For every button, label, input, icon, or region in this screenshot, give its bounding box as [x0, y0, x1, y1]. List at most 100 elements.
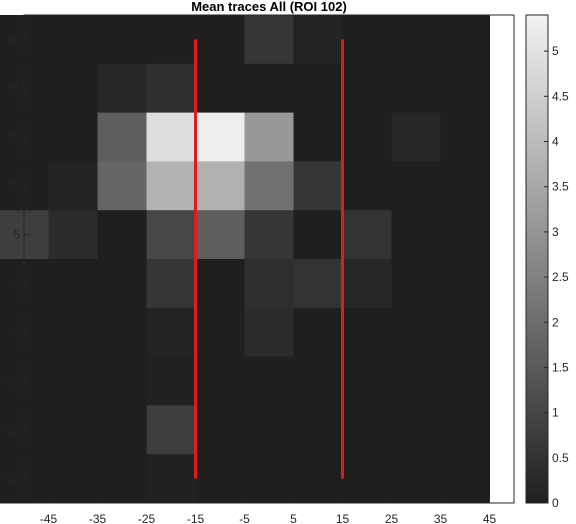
colorbar-tick-label: 0.5 [552, 451, 569, 465]
heatmap-cell [342, 259, 392, 309]
heatmap-cell [195, 405, 245, 455]
heatmap-cell [48, 112, 98, 162]
heatmap-cells [0, 15, 490, 504]
colorbar-tick-label: 2.5 [552, 270, 569, 284]
heatmap-cell [48, 259, 98, 309]
heatmap-cell [146, 259, 196, 309]
heatmap-cell [146, 405, 196, 455]
heatmap-cell [97, 356, 147, 406]
heatmap-cell [195, 454, 245, 504]
heatmap-cell [97, 454, 147, 504]
x-tick-label: -15 [187, 512, 205, 524]
x-tick-label: 45 [483, 512, 497, 524]
heatmap-cell [440, 63, 490, 114]
heatmap-cell [391, 454, 441, 504]
heatmap-cell [293, 454, 343, 504]
y-tick-label: 45 [7, 32, 21, 46]
colorbar-ticks: 0 0.5 1 1.5 2 2.5 3 3.5 4 4.5 5 [544, 44, 569, 510]
heatmap-cell [391, 307, 441, 358]
heatmap-cell [342, 307, 392, 358]
heatmap-cell [244, 356, 294, 406]
heatmap-cell [391, 112, 441, 162]
y-tick-label: 35 [7, 81, 21, 95]
heatmap-cell [293, 63, 343, 114]
heatmap-cell [293, 259, 343, 309]
heatmap-cell [293, 356, 343, 406]
heatmap-cell [440, 454, 490, 504]
heatmap-cell [195, 15, 245, 65]
heatmap-cell [48, 454, 98, 504]
heatmap-cell [48, 63, 98, 114]
x-tick-label: -25 [138, 512, 156, 524]
heatmap-cell [146, 15, 196, 65]
heatmap-cell [97, 161, 147, 211]
heatmap-cell [342, 15, 392, 65]
x-tick-label: -35 [89, 512, 107, 524]
heatmap-cell [48, 210, 98, 260]
heatmap-cell [244, 112, 294, 162]
heatmap-cell [342, 161, 392, 211]
heatmap-cell [244, 210, 294, 260]
heatmap-cell [293, 15, 343, 65]
heatmap-cell [293, 307, 343, 358]
heatmap-cell [146, 210, 196, 260]
heatmap-cell [146, 112, 196, 162]
heatmap-cell [342, 210, 392, 260]
heatmap-cell [440, 307, 490, 358]
heatmap-cell [293, 112, 343, 162]
heatmap-cell [440, 15, 490, 65]
heatmap-cell [391, 15, 441, 65]
heatmap-cell [195, 161, 245, 211]
heatmap-cell [440, 356, 490, 406]
heatmap-cell [97, 405, 147, 455]
colorbar-tick-label: 3.5 [552, 180, 569, 194]
heatmap-cell [391, 259, 441, 309]
heatmap-cell [342, 63, 392, 114]
heatmap-cell [48, 161, 98, 211]
heatmap-cell [440, 112, 490, 162]
heatmap-cell [48, 405, 98, 455]
heatmap-cell [391, 356, 441, 406]
heatmap-cell [244, 15, 294, 65]
heatmap-cell [244, 63, 294, 114]
heatmap-cell [342, 356, 392, 406]
x-tick-label: 35 [434, 512, 448, 524]
heatmap-cell [391, 63, 441, 114]
colorbar [525, 14, 549, 504]
x-tick-label: -45 [40, 512, 58, 524]
colorbar-tick-label: 1 [552, 406, 559, 420]
chart-title: Mean traces All (ROI 102) [191, 0, 347, 14]
colorbar-tick-label: 3 [552, 225, 559, 239]
heatmap-cell [97, 210, 147, 260]
heatmap-cell [244, 307, 294, 358]
heatmap-cell [440, 259, 490, 309]
heatmap-cell [195, 210, 245, 260]
colorbar-tick-label: 4 [552, 135, 559, 149]
heatmap-cell [244, 405, 294, 455]
y-tick-label: -45 [3, 472, 21, 486]
heatmap-cell [146, 307, 196, 358]
x-tick-label: 15 [336, 512, 350, 524]
y-tick-label: 25 [7, 130, 21, 144]
overlay-lines [194, 39, 344, 479]
y-axis-ticks: 45 35 25 15 5 -5 -15 -25 -35 -45 [3, 32, 29, 486]
heatmap-cell [244, 454, 294, 504]
heatmap-cell [440, 405, 490, 455]
heatmap-cell [97, 112, 147, 162]
heatmap-cell [342, 112, 392, 162]
colorbar-tick-label: 0 [552, 496, 559, 510]
colorbar-tick-label: 5 [552, 44, 559, 58]
heatmap-cell [48, 307, 98, 358]
heatmap-cell [195, 112, 245, 162]
colorbar-tick-label: 2 [552, 315, 559, 329]
heatmap-cell [440, 210, 490, 260]
heatmap-cell [146, 63, 196, 114]
heatmap-cell [244, 161, 294, 211]
x-axis-ticks: -45 -35 -25 -15 -5 5 15 25 35 45 [40, 498, 497, 524]
heatmap-cell [440, 161, 490, 211]
y-tick-label: -5 [9, 276, 20, 290]
colorbar-tick-label: 1.5 [552, 360, 569, 374]
heatmap-cell [342, 405, 392, 455]
heatmap-cell [97, 307, 147, 358]
